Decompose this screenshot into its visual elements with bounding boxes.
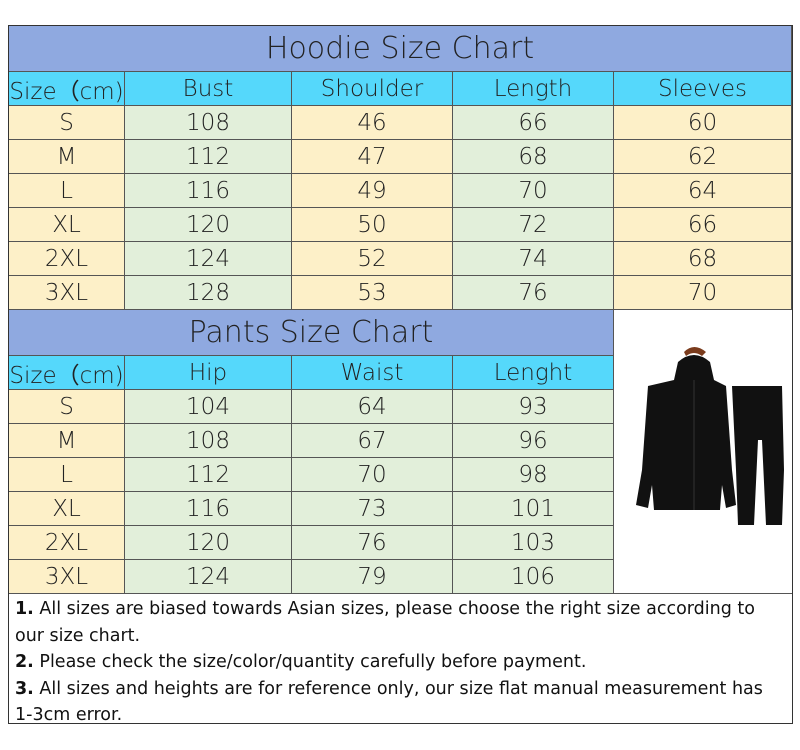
table-cell: 49 bbox=[292, 174, 453, 208]
column-header: Shoulder bbox=[292, 72, 453, 106]
column-header: Bust bbox=[125, 72, 292, 106]
table-cell: 108 bbox=[125, 424, 292, 458]
table-cell: 70 bbox=[614, 276, 792, 310]
note-item: 1. All sizes are biased towards Asian si… bbox=[15, 596, 785, 649]
table-cell: 116 bbox=[125, 174, 292, 208]
table-cell: 128 bbox=[125, 276, 292, 310]
table-cell: 93 bbox=[453, 390, 614, 424]
table-cell: 68 bbox=[614, 242, 792, 276]
table-cell: 53 bbox=[292, 276, 453, 310]
note-item: 2. Please check the size/color/quantity … bbox=[15, 649, 785, 676]
notes: 1. All sizes are biased towards Asian si… bbox=[9, 593, 791, 732]
table-cell: 124 bbox=[125, 242, 292, 276]
pants-title: Pants Size Chart bbox=[9, 310, 614, 356]
column-header: Lenght bbox=[453, 356, 614, 390]
table-cell: 70 bbox=[292, 458, 453, 492]
table-cell: 64 bbox=[292, 390, 453, 424]
table-cell: 112 bbox=[125, 458, 292, 492]
table-cell: 68 bbox=[453, 140, 614, 174]
tracksuit-photo bbox=[614, 310, 792, 594]
table-cell: 103 bbox=[453, 526, 614, 560]
table-cell: 120 bbox=[125, 526, 292, 560]
table-cell: 76 bbox=[453, 276, 614, 310]
note-item: 3. All sizes and heights are for referen… bbox=[15, 676, 785, 729]
size-label: M bbox=[9, 424, 125, 458]
table-cell: 73 bbox=[292, 492, 453, 526]
table-cell: 62 bbox=[614, 140, 792, 174]
column-header: Size（cm) bbox=[9, 72, 125, 106]
table-cell: 104 bbox=[125, 390, 292, 424]
size-label: M bbox=[9, 140, 125, 174]
table-cell: 67 bbox=[292, 424, 453, 458]
table-cell: 66 bbox=[453, 106, 614, 140]
size-label: S bbox=[9, 390, 125, 424]
pants-image bbox=[732, 386, 784, 525]
table-cell: 106 bbox=[453, 560, 614, 594]
size-label: 2XL bbox=[9, 526, 125, 560]
table-cell: 108 bbox=[125, 106, 292, 140]
note-number: 3. bbox=[15, 678, 34, 699]
table-cell: 124 bbox=[125, 560, 292, 594]
table-cell: 74 bbox=[453, 242, 614, 276]
table-cell: 66 bbox=[614, 208, 792, 242]
size-label: 3XL bbox=[9, 560, 125, 594]
column-header: Size（cm) bbox=[9, 356, 125, 390]
column-header: Length bbox=[453, 72, 614, 106]
note-text: All sizes and heights are for reference … bbox=[15, 678, 763, 726]
size-label: XL bbox=[9, 208, 125, 242]
size-label: 3XL bbox=[9, 276, 125, 310]
table-cell: 112 bbox=[125, 140, 292, 174]
table-cell: 50 bbox=[292, 208, 453, 242]
column-header: Sleeves bbox=[614, 72, 792, 106]
table-cell: 70 bbox=[453, 174, 614, 208]
table-cell: 64 bbox=[614, 174, 792, 208]
note-text: Please check the size/color/quantity car… bbox=[33, 652, 587, 672]
table-cell: 101 bbox=[453, 492, 614, 526]
table-cell: 52 bbox=[292, 242, 453, 276]
size-label: 2XL bbox=[9, 242, 125, 276]
hoodie-image bbox=[636, 347, 736, 510]
table-cell: 47 bbox=[292, 140, 453, 174]
column-header: Hip bbox=[125, 356, 292, 390]
column-header: Waist bbox=[292, 356, 453, 390]
table-cell: 60 bbox=[614, 106, 792, 140]
table-cell: 72 bbox=[453, 208, 614, 242]
hoodie-title: Hoodie Size Chart bbox=[9, 26, 792, 72]
note-number: 1. bbox=[15, 599, 34, 619]
size-label: S bbox=[9, 106, 125, 140]
table-cell: 79 bbox=[292, 560, 453, 594]
note-text: All sizes are biased towards Asian sizes… bbox=[15, 599, 755, 646]
size-label: L bbox=[9, 174, 125, 208]
table-cell: 120 bbox=[125, 208, 292, 242]
table-cell: 96 bbox=[453, 424, 614, 458]
size-label: L bbox=[9, 458, 125, 492]
note-number: 2. bbox=[15, 652, 34, 672]
table-cell: 76 bbox=[292, 526, 453, 560]
size-chart: 1. All sizes are biased towards Asian si… bbox=[8, 25, 793, 725]
size-label: XL bbox=[9, 492, 125, 526]
table-cell: 46 bbox=[292, 106, 453, 140]
table-cell: 116 bbox=[125, 492, 292, 526]
table-cell: 98 bbox=[453, 458, 614, 492]
